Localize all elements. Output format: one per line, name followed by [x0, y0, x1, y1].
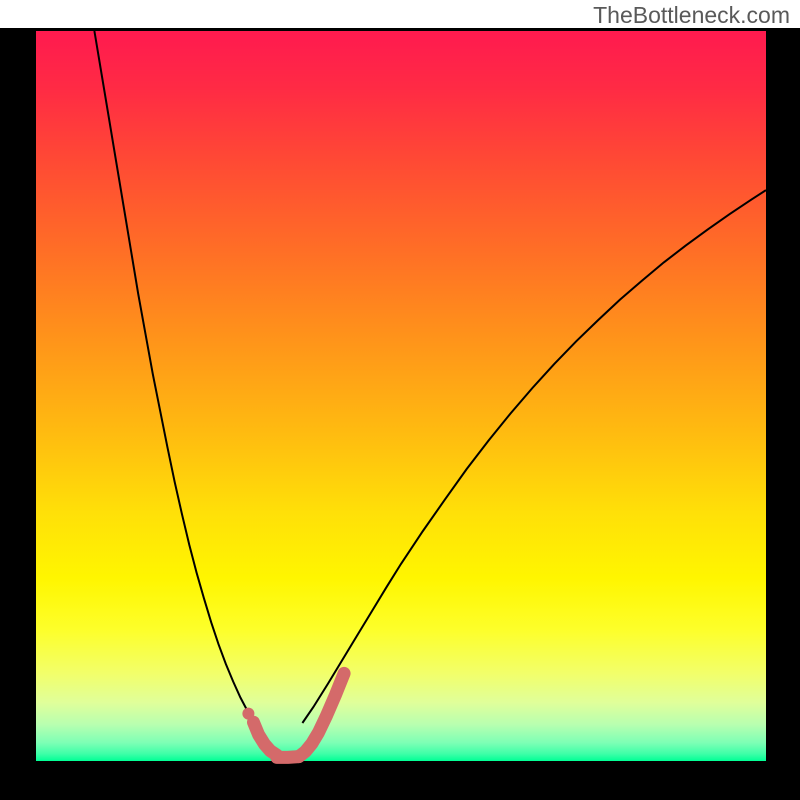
- chart-gradient-background: [36, 31, 766, 761]
- page-root: TheBottleneck.com: [0, 0, 800, 800]
- watermark-text: TheBottleneck.com: [593, 2, 790, 29]
